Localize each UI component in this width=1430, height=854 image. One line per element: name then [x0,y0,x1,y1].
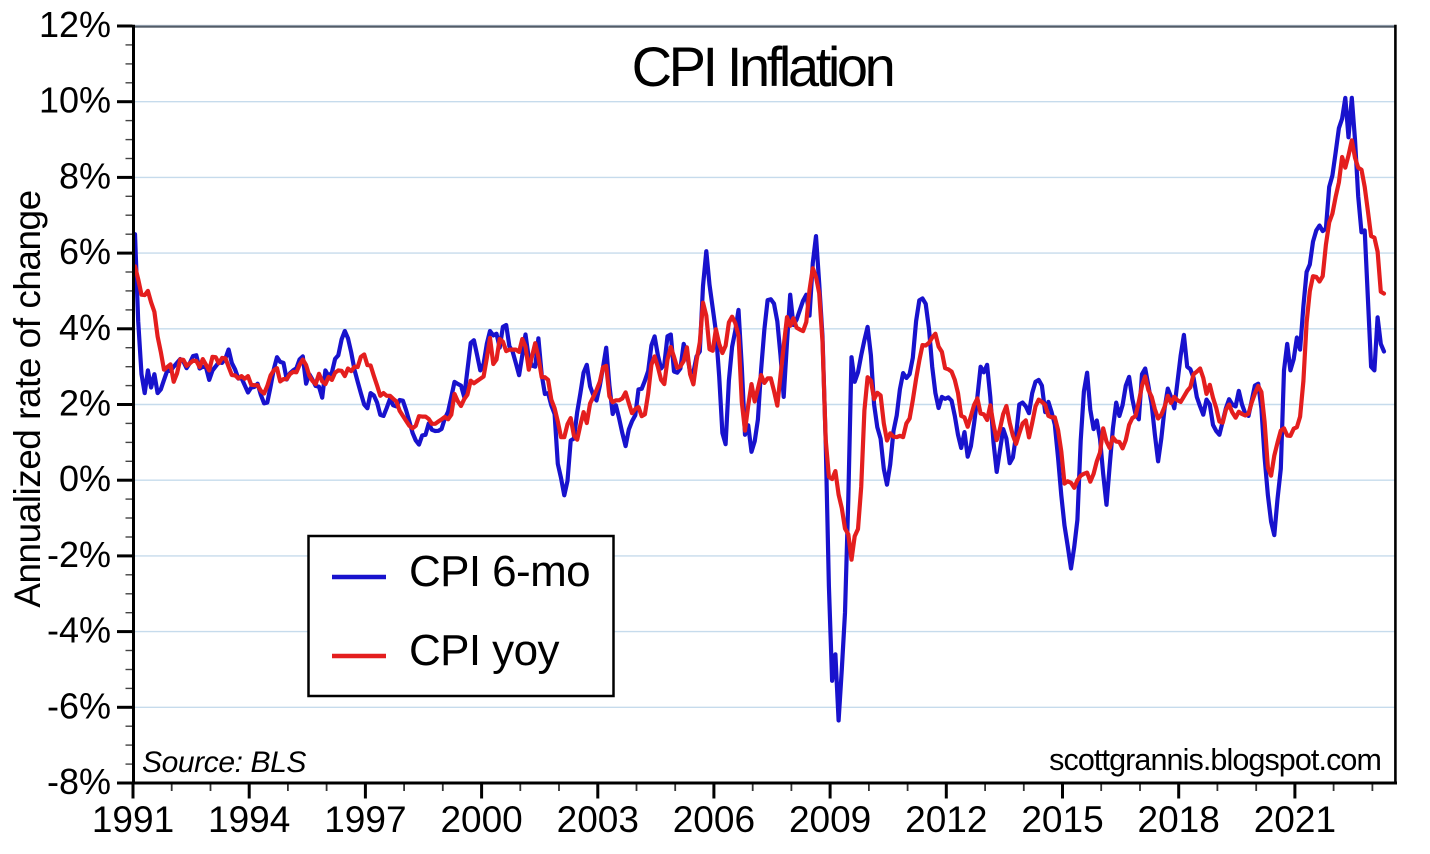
svg-text:-4%: -4% [47,610,111,651]
svg-text:1991: 1991 [92,799,174,840]
svg-text:-6%: -6% [47,685,111,726]
svg-text:2%: 2% [59,383,111,424]
svg-text:CPI 6-mo: CPI 6-mo [409,547,590,596]
svg-text:0%: 0% [59,458,111,499]
svg-text:1997: 1997 [324,799,406,840]
svg-text:Annualized rate of change: Annualized rate of change [7,190,48,607]
svg-text:12%: 12% [39,4,111,45]
svg-text:-2%: -2% [47,534,111,575]
svg-text:2000: 2000 [440,799,522,840]
svg-text:2003: 2003 [557,799,639,840]
svg-text:2012: 2012 [905,799,987,840]
svg-text:2015: 2015 [1021,799,1103,840]
svg-text:2009: 2009 [789,799,871,840]
svg-text:4%: 4% [59,307,111,348]
svg-text:2006: 2006 [673,799,755,840]
svg-text:6%: 6% [59,231,111,272]
svg-text:8%: 8% [59,155,111,196]
svg-text:10%: 10% [39,80,111,121]
svg-text:CPI yoy: CPI yoy [409,626,559,675]
svg-text:scottgrannis.blogspot.com: scottgrannis.blogspot.com [1049,743,1381,777]
svg-text:2021: 2021 [1254,799,1336,840]
svg-text:Source: BLS: Source: BLS [142,746,306,779]
svg-text:-8%: -8% [47,761,111,802]
svg-text:1994: 1994 [208,799,290,840]
svg-text:CPI Inflation: CPI Inflation [632,35,893,98]
svg-text:2018: 2018 [1138,799,1220,840]
